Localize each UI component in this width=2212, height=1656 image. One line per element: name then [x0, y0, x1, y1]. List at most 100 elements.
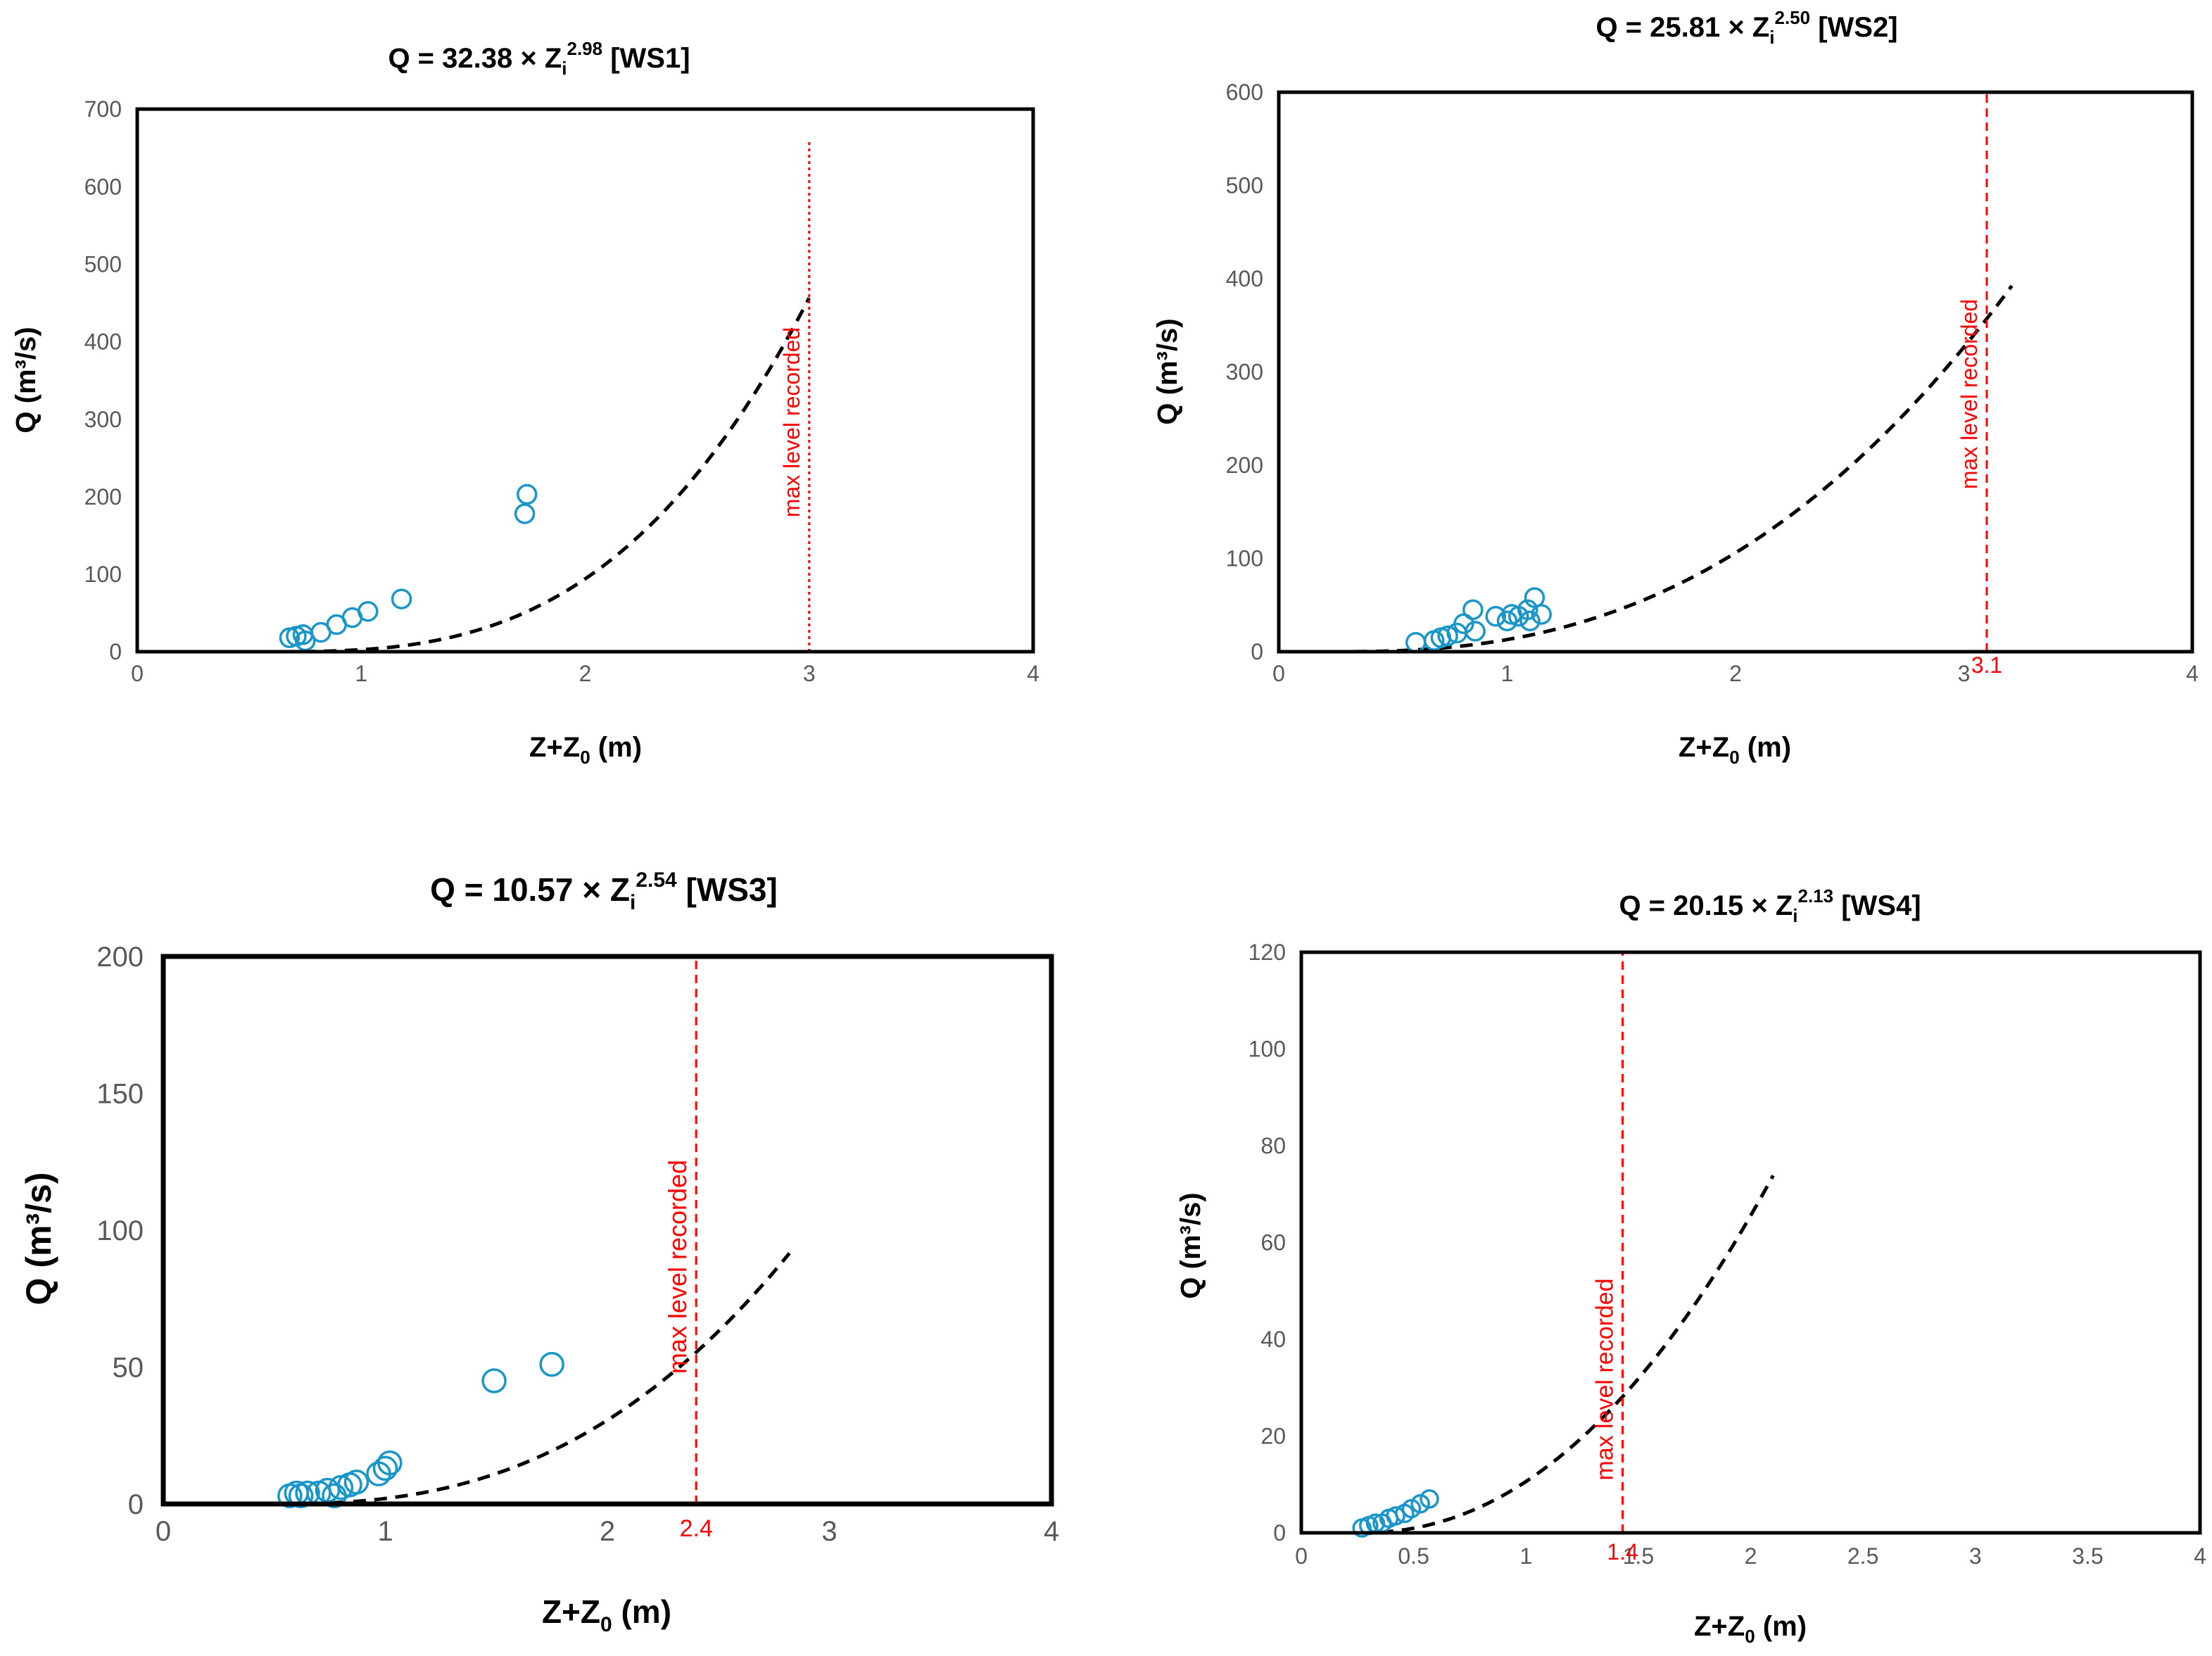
- chart-ws3-plot-frame: [160, 954, 1054, 1507]
- ws3-y-tick-label: 50: [113, 1353, 144, 1384]
- ws4-max-level-label: max level recorded: [1592, 1278, 1619, 1480]
- ws4-x-tick-label: 1.5: [1623, 1543, 1654, 1569]
- chart-ws2-plot-frame: [1277, 90, 2194, 654]
- chart-ws4-plot-frame: [1299, 950, 2202, 1535]
- ws4-x-tick-label: 3.5: [2072, 1543, 2103, 1569]
- chart-ws3-title: Q = 10.57 × Zi2.54 [WS3]: [430, 868, 778, 914]
- ws2-data-point: [1519, 610, 1541, 632]
- ws3-max-level-label: max level recorded: [663, 1160, 692, 1374]
- ws4-y-tick-label: 20: [1260, 1424, 1286, 1449]
- chart-ws1-y-axis-label: Q (m³/s): [11, 327, 42, 433]
- ws3-x-tick-label: 4: [1044, 1516, 1059, 1547]
- ws2-max-level-label: max level recorded: [1957, 299, 1982, 489]
- ws1-y-tick-label: 100: [84, 562, 122, 587]
- ws4-y-tick-label: 0: [1273, 1520, 1286, 1546]
- ws1-y-tick-label: 300: [84, 407, 122, 432]
- chart-ws3: Q = 10.57 × Zi2.54 [WS3] 0 1 2 3 4 0 50 100 150 2…: [19, 868, 1059, 1636]
- ws4-y-tick-label: 60: [1260, 1230, 1286, 1256]
- ws3-data-point: [539, 1351, 564, 1377]
- ws1-y-tick-label: 600: [84, 174, 122, 199]
- ws4-x-tick-label: 1: [1519, 1543, 1532, 1569]
- ws2-x-tick-label: 4: [2186, 661, 2199, 686]
- chart-ws2-y-axis-label: Q (m³/s): [1152, 318, 1183, 424]
- ws4-y-tick-label: 40: [1260, 1327, 1286, 1352]
- chart-ws3-x-axis-label: Z+Z0 (m): [542, 1593, 671, 1636]
- ws1-data-point: [391, 588, 412, 609]
- ws4-y-tick-label: 80: [1260, 1133, 1286, 1158]
- ws1-x-tick-label: 4: [1027, 661, 1039, 686]
- ws4-y-tick-label: 100: [1249, 1037, 1286, 1062]
- chart-ws1-title: Q = 32.38 × Zi2.98 [WS1]: [388, 38, 690, 79]
- ws1-y-tick-label: 0: [109, 639, 122, 664]
- ws4-x-tick-label: 2: [1745, 1543, 1757, 1569]
- ws1-max-level-label: max level recorded: [779, 327, 804, 517]
- ws1-data-point: [358, 600, 379, 622]
- ws2-y-tick-label: 0: [1251, 639, 1263, 664]
- ws1-x-tick-label: 0: [131, 661, 144, 686]
- ws3-y-tick-label: 0: [128, 1489, 144, 1520]
- ws1-y-tick-label: 700: [84, 96, 122, 122]
- ws2-data-point: [1517, 599, 1538, 621]
- ws2-data-point: [1485, 605, 1507, 627]
- ws3-y-tick-label: 150: [96, 1079, 144, 1110]
- ws2-y-tick-label: 100: [1226, 546, 1263, 571]
- ws2-data-point: [1531, 604, 1552, 625]
- chart-ws1-x-axis-label: Z+Z0 (m): [529, 732, 642, 768]
- chart-ws2-x-axis-label: Z+Z0 (m): [1679, 732, 1791, 768]
- ws3-x-tick-label: 0: [156, 1516, 171, 1547]
- ws2-x-tick-label: 3: [1958, 661, 1971, 686]
- ws1-x-tick-label: 2: [579, 661, 592, 686]
- ws1-data-point: [517, 483, 538, 505]
- ws3-data-point: [377, 1450, 403, 1476]
- ws1-y-tick-label: 500: [84, 251, 122, 277]
- ws2-fit-curve: [1333, 284, 2014, 652]
- ws3-y-tick-label: 200: [96, 942, 144, 973]
- ws4-data-point: [1386, 1506, 1405, 1526]
- ws1-y-tick-label: 400: [84, 329, 122, 355]
- ws3-data-point: [481, 1368, 507, 1393]
- ws4-y-tick-label: 120: [1249, 940, 1286, 965]
- ws2-data-point: [1405, 632, 1427, 653]
- ws3-fit-curve: [163, 1252, 791, 1504]
- ws4-x-tick-label: 4: [2194, 1543, 2206, 1569]
- ws2-y-tick-label: 200: [1226, 453, 1263, 478]
- ws2-data-point: [1437, 625, 1458, 647]
- ws3-max-level-value: 2.4: [680, 1515, 713, 1542]
- ws2-max-level-value: 3.1: [1971, 652, 2002, 678]
- ws2-x-tick-label: 2: [1729, 661, 1742, 686]
- chart-ws2-title: Q = 25.81 × Zi2.50 [WS2]: [1595, 7, 1897, 48]
- ws4-x-tick-label: 3: [1969, 1543, 1982, 1569]
- ws2-y-tick-label: 600: [1226, 80, 1263, 105]
- ws4-x-tick-label: 0: [1295, 1543, 1308, 1569]
- ws3-x-tick-label: 2: [600, 1516, 615, 1547]
- ws2-data-point: [1465, 621, 1486, 642]
- chart-ws4-title: Q = 20.15 × Zi2.13 [WS4]: [1619, 885, 1921, 926]
- ws3-x-tick-label: 1: [377, 1516, 393, 1547]
- chart-ws1-plot-frame: [135, 107, 1035, 654]
- ws1-data-point: [514, 503, 536, 524]
- ws1-x-tick-label: 3: [803, 661, 816, 686]
- ws3-y-tick-label: 100: [96, 1215, 144, 1246]
- ws4-x-tick-label: 0.5: [1398, 1543, 1429, 1569]
- chart-ws4-x-axis-label: Z+Z0 (m): [1694, 1611, 1807, 1647]
- ws4-data-point: [1410, 1494, 1430, 1514]
- ws1-x-tick-label: 1: [355, 661, 367, 686]
- ws1-fit-curve: [260, 297, 811, 652]
- chart-ws4: Q = 20.15 × Zi2.13 [WS4] 0 0.5 1 1.5 2 2.5 3 3.…: [1175, 885, 2206, 1647]
- ws4-fit-curve: [1360, 1175, 1775, 1533]
- ws2-y-tick-label: 300: [1226, 360, 1263, 385]
- chart-ws3-y-axis-label: Q (m³/s): [19, 1173, 58, 1306]
- ws4-data-point: [1420, 1489, 1439, 1509]
- ws4-data-point: [1401, 1498, 1422, 1519]
- ws2-x-tick-label: 1: [1501, 661, 1514, 686]
- ws3-data-point: [372, 1455, 398, 1481]
- ws2-data-point: [1462, 599, 1484, 621]
- ws4-x-tick-label: 2.5: [1847, 1543, 1878, 1569]
- chart-ws1: Q = 32.38 × Zi2.98 [WS1] 0 1 2 3 4 0 100 200 300…: [11, 38, 1039, 768]
- ws2-x-tick-label: 0: [1272, 661, 1285, 686]
- ws2-y-tick-label: 500: [1226, 173, 1263, 198]
- ws3-x-tick-label: 3: [821, 1516, 837, 1547]
- chart-ws2: Q = 25.81 × Zi2.50 [WS2] 0 1 2 3 4 0 100 200 300…: [1152, 7, 2199, 768]
- ws1-y-tick-label: 200: [84, 484, 122, 510]
